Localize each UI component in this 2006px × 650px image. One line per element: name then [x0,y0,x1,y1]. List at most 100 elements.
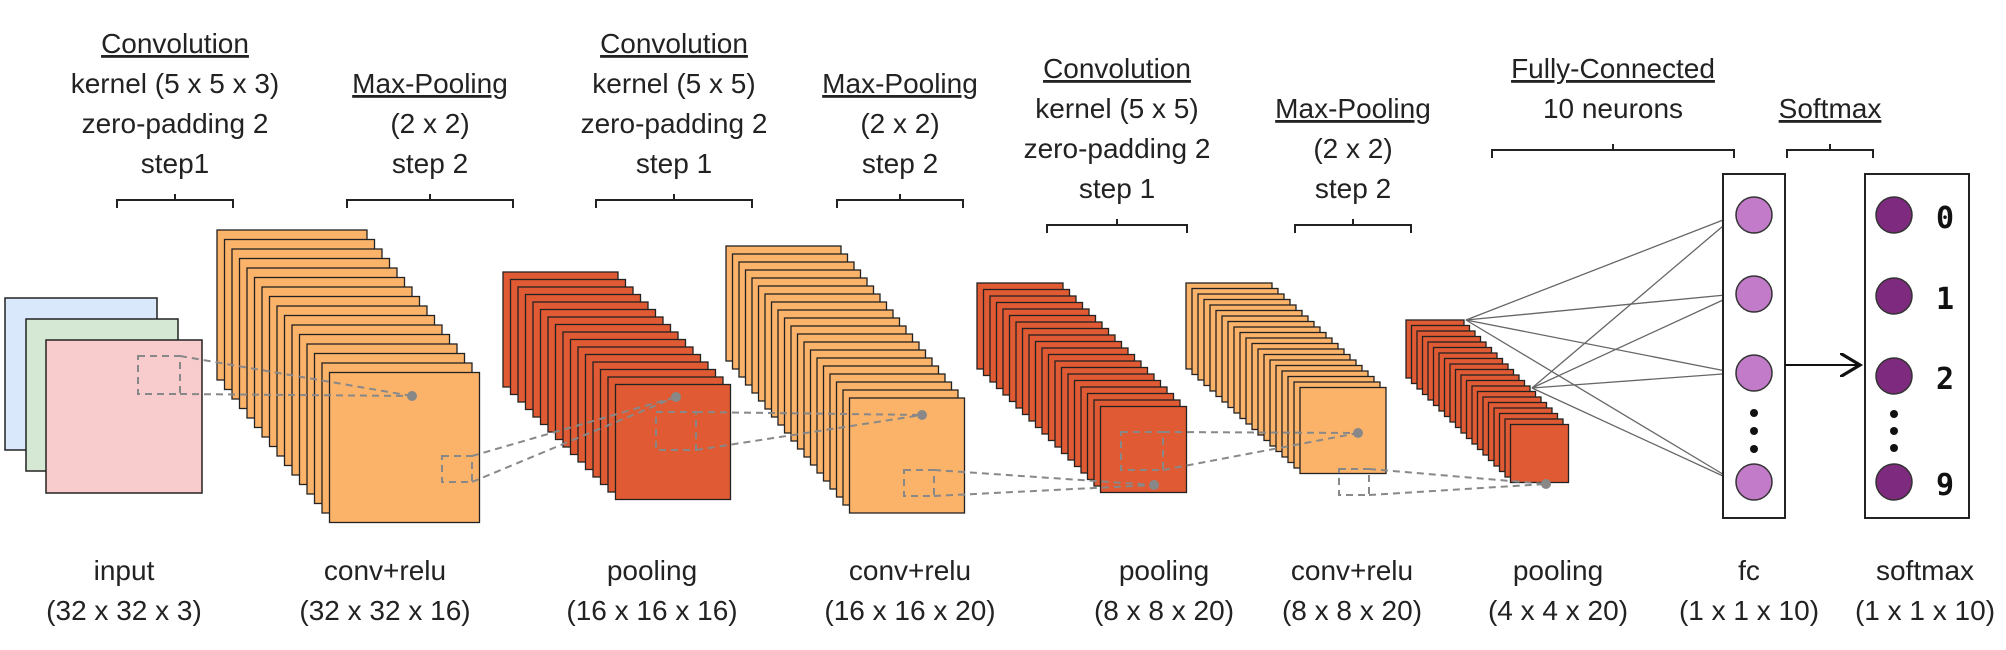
curly-brace [836,194,964,208]
layer-dims: (8 x 8 x 20) [1094,595,1234,626]
input-volume [4,297,203,494]
op-title: Max-Pooling [1275,93,1431,124]
curly-brace [1046,219,1188,233]
layer-dims: (32 x 32 x 3) [46,595,202,626]
layer-name: fc [1738,555,1760,586]
feature-map [1099,405,1188,494]
op-title: Max-Pooling [822,68,978,99]
op-line: kernel (5 x 5) [1035,93,1198,124]
feature-map [328,371,481,524]
op-conv-3: Convolution kernel (5 x 5) zero-padding … [1024,53,1211,233]
feature-stack-pool3 [1405,319,1570,484]
op-title: Softmax [1779,93,1882,124]
input-channel-red [45,339,203,494]
layer-name: softmax [1876,555,1974,586]
op-title: Convolution [101,28,249,59]
op-line: (2 x 2) [390,108,469,139]
softmax-neuron [1875,277,1913,315]
op-line: step 1 [1079,173,1155,204]
curly-brace [116,194,234,208]
op-line: (2 x 2) [1313,133,1392,164]
feature-map [848,397,966,514]
op-line: (2 x 2) [860,108,939,139]
softmax-layer: 0 1 2 9 [1864,173,1970,519]
curly-brace [1491,144,1735,158]
fc-box [1722,173,1786,519]
op-title: Fully-Connected [1511,53,1715,84]
layer-name: pooling [1513,555,1603,586]
class-label: 2 [1936,362,1954,397]
op-line: kernel (5 x 5 x 3) [71,68,280,99]
layer-name: pooling [607,555,697,586]
op-line: step 2 [1315,173,1391,204]
op-title: Convolution [600,28,748,59]
fc-layer [1722,173,1786,519]
op-line: 10 neurons [1543,93,1683,124]
layer-dims: (1 x 1 x 10) [1855,595,1995,626]
layer-name: input [94,555,155,586]
op-pool-1: Max-Pooling (2 x 2) step 2 [346,68,514,208]
op-line: zero-padding 2 [82,108,269,139]
softmax-neuron [1875,357,1913,395]
op-title: Convolution [1043,53,1191,84]
fc-link [1465,214,1737,321]
fc-link [1465,293,1737,321]
feature-stack-pool1 [502,271,732,501]
fc-neuron [1735,196,1773,234]
ellipsis-dot [1750,445,1758,453]
feature-map [1509,423,1570,484]
layer-dims: (16 x 16 x 20) [824,595,995,626]
fc-neuron [1735,275,1773,313]
op-line: zero-padding 2 [1024,133,1211,164]
layer-dims: (1 x 1 x 10) [1679,595,1819,626]
op-line: step 1 [636,148,712,179]
layer-name: pooling [1119,555,1209,586]
softmax-neuron [1875,196,1913,234]
fc-link [1531,214,1737,389]
layer-name: conv+relu [1291,555,1413,586]
feature-map [1299,386,1387,475]
fully-connected-links [1465,214,1737,483]
fc-neuron [1735,354,1773,392]
feature-stack-conv3 [1185,282,1387,475]
op-softmax: Softmax [1779,93,1882,158]
ellipsis-dot [1890,410,1898,418]
curly-brace [1786,144,1874,158]
curly-brace [595,194,753,208]
fc-link [1465,319,1737,483]
op-line: step1 [141,148,210,179]
fc-link [1531,293,1737,389]
op-title: Max-Pooling [352,68,508,99]
feature-stack-conv1 [216,229,481,524]
curly-brace [346,194,514,208]
fc-link [1465,319,1737,374]
op-line: kernel (5 x 5) [592,68,755,99]
layer-name: conv+relu [849,555,971,586]
feature-map [614,383,732,501]
op-conv-1: Convolution kernel (5 x 5 x 3) zero-padd… [71,28,280,208]
layer-dims: (32 x 32 x 16) [299,595,470,626]
layer-name: conv+relu [324,555,446,586]
layer-dims: (8 x 8 x 20) [1282,595,1422,626]
op-pool-3: Max-Pooling (2 x 2) step 2 [1275,93,1431,233]
layer-labels: input (32 x 32 x 3) conv+relu (32 x 32 x… [46,555,1995,626]
fc-link [1531,387,1737,483]
op-line: step 2 [862,148,938,179]
softmax-neuron [1875,463,1913,501]
layer-dims: (16 x 16 x 16) [566,595,737,626]
class-label: 0 [1936,201,1954,236]
receptive-field-boxes [441,411,1370,497]
feature-stack-conv2 [725,245,966,514]
curly-brace [1294,219,1412,233]
op-line: zero-padding 2 [581,108,768,139]
ellipsis-dot [1750,409,1758,417]
op-conv-2: Convolution kernel (5 x 5) zero-padding … [581,28,768,208]
receptive-field-connectors [179,355,1547,497]
class-label: 1 [1936,282,1954,317]
fc-neuron [1735,463,1773,501]
class-label: 9 [1936,468,1954,503]
op-line: step 2 [392,148,468,179]
receptive-field [137,355,181,395]
ellipsis-dot [1750,427,1758,435]
